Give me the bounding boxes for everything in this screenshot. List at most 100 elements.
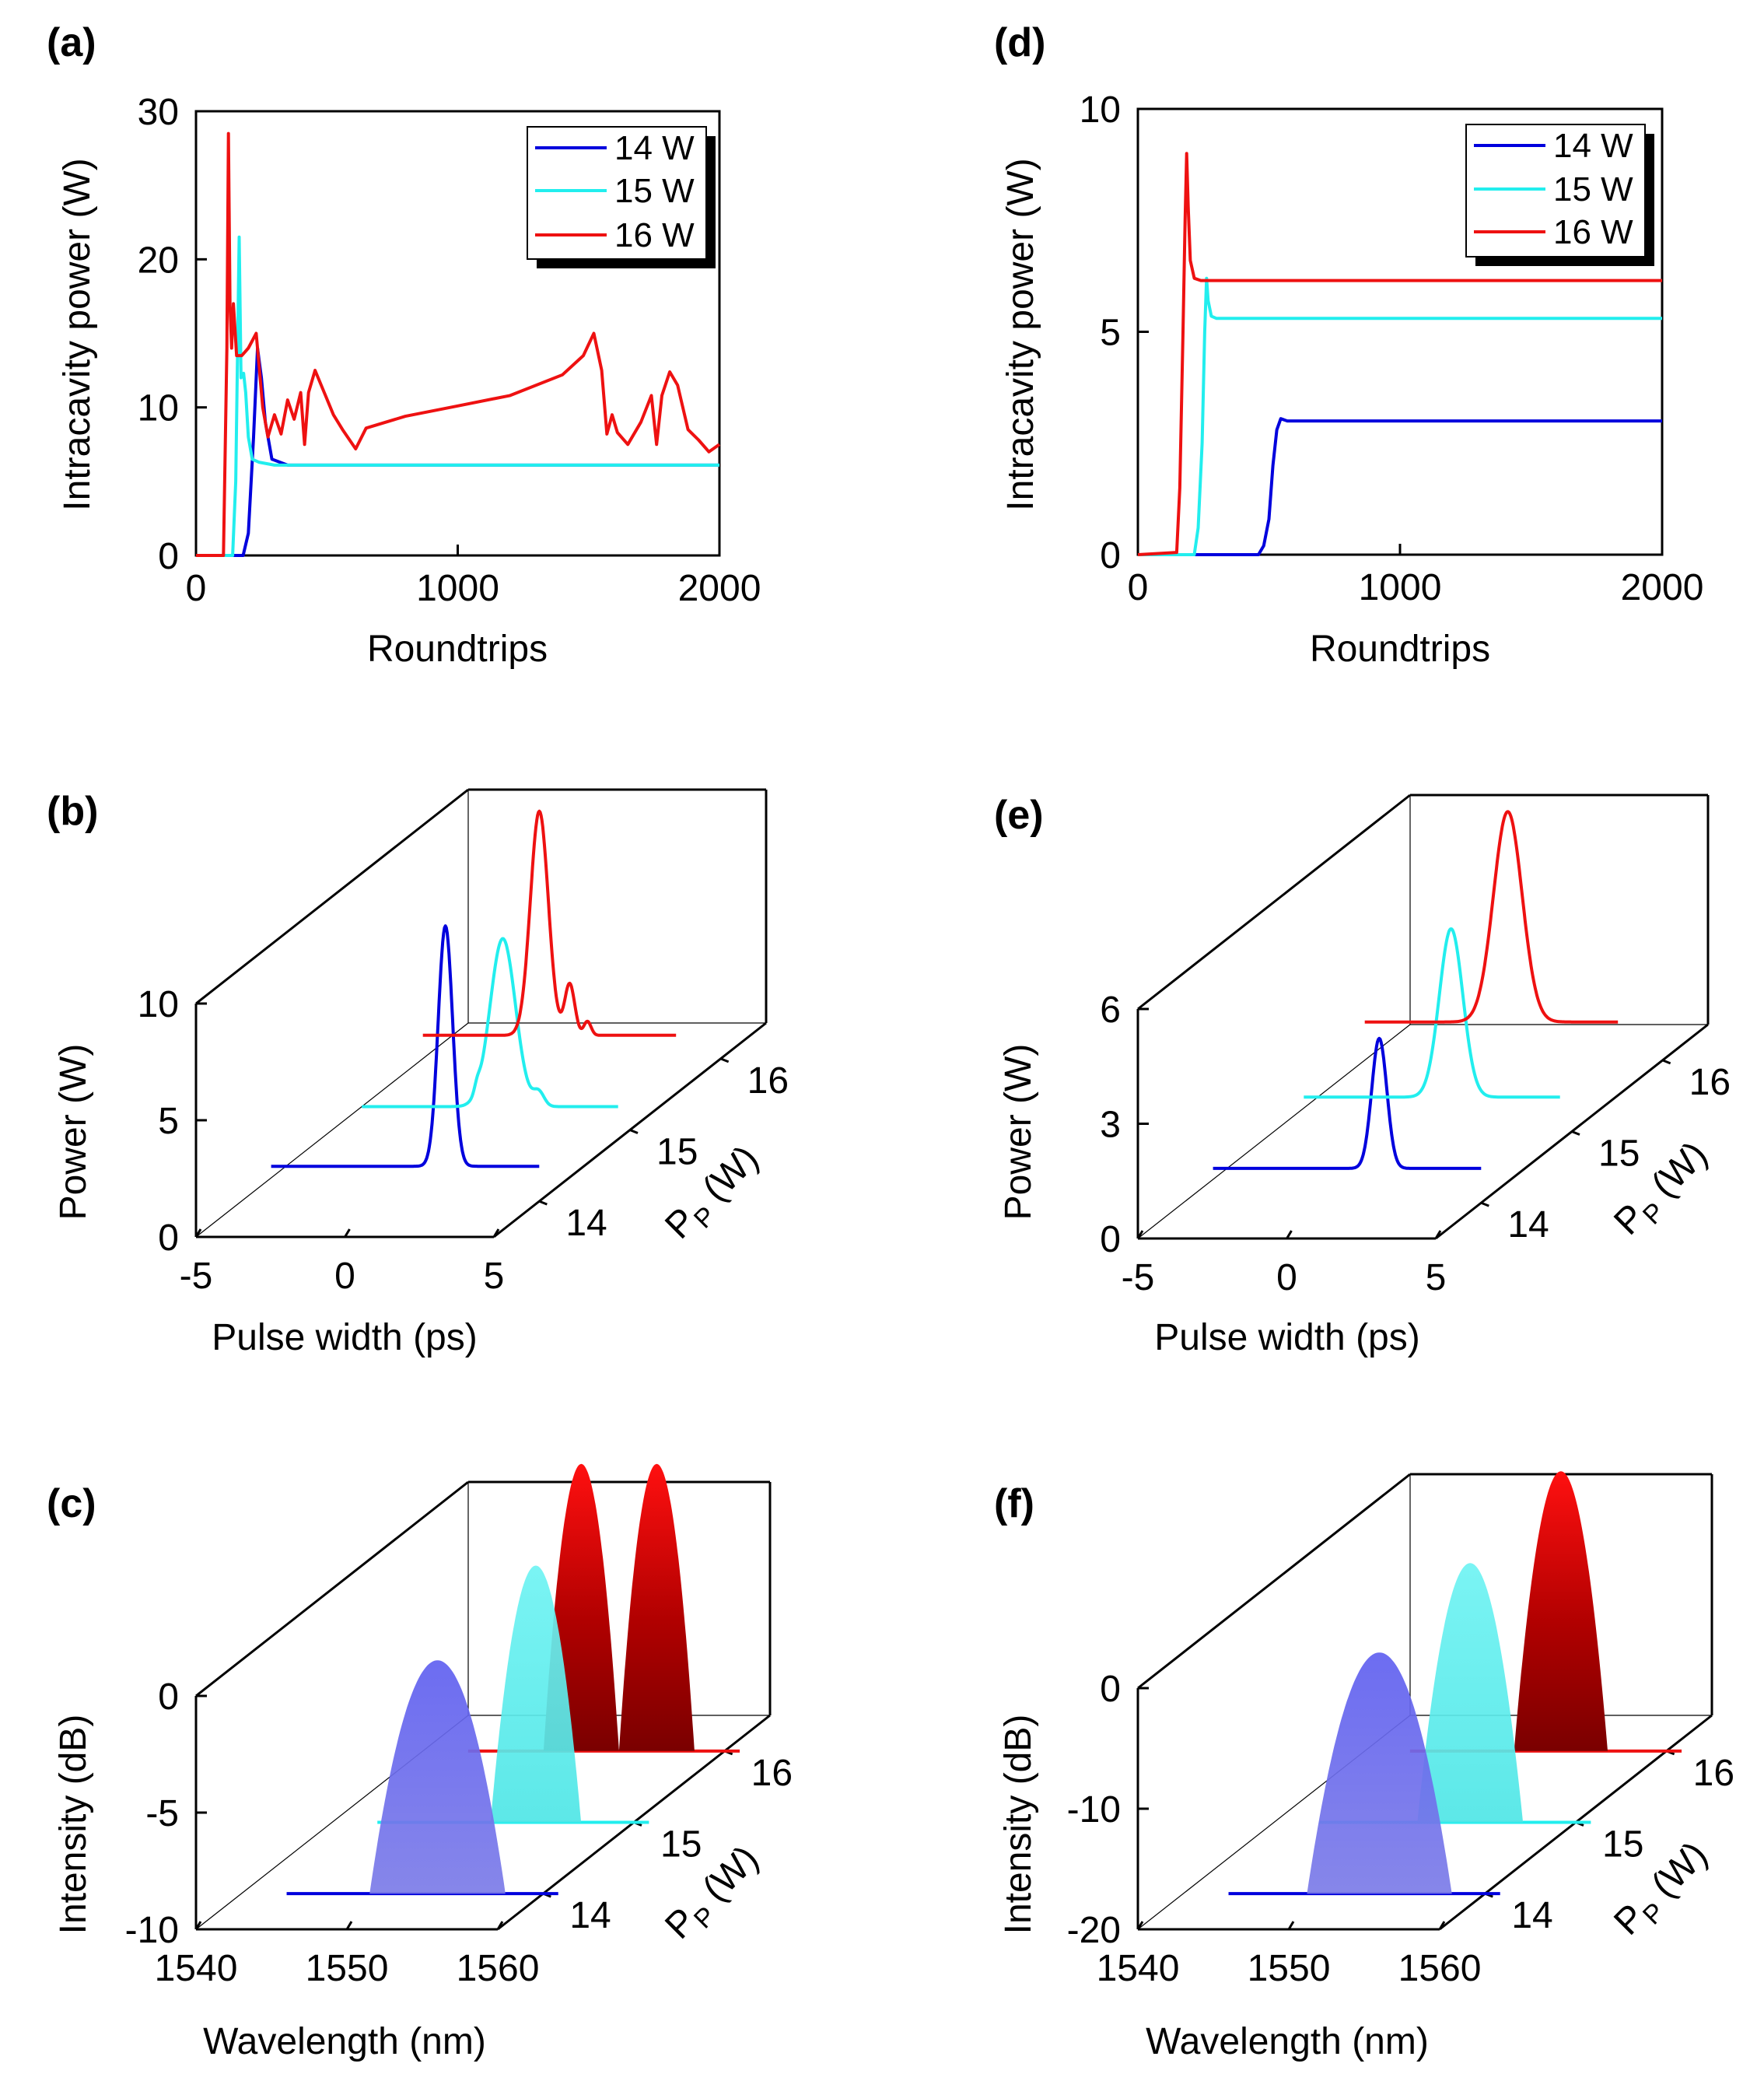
z-tick-label: 15 xyxy=(660,1824,702,1866)
y-tick-label: 3 xyxy=(1100,1105,1121,1146)
legend-label-16w: 16 W xyxy=(1553,213,1633,251)
x-tick-label: 1560 xyxy=(457,1948,540,1989)
z-tick-label: 16 xyxy=(751,1753,793,1794)
y-tick-label: 0 xyxy=(1100,1669,1121,1710)
panel-f: (f) 1540 1550 1560 -20 -10 0 14 15 16 Wavelength… xyxy=(994,1471,1734,2062)
x-tick-label: 0 xyxy=(334,1256,355,1297)
series-line-15w xyxy=(1138,276,1662,556)
x-tick-label: 0 xyxy=(1276,1257,1297,1298)
legend-label-15w: 15 W xyxy=(1553,170,1633,208)
panel-e-ylabel: Power (W) xyxy=(998,1044,1039,1221)
panel-d-xlabel: Roundtrips xyxy=(1310,629,1490,670)
panel-b-lines xyxy=(270,809,677,1168)
panel-e-label: (e) xyxy=(994,793,1044,838)
spectrum-lobe-15w-0 xyxy=(1417,1563,1524,1823)
x-tick-label: 1000 xyxy=(1359,567,1442,608)
panel-d-lines xyxy=(1137,152,1662,556)
legend-label-14w: 14 W xyxy=(614,129,695,167)
x-tick-label: -5 xyxy=(1122,1257,1155,1298)
pulse-line-16w xyxy=(422,809,677,1037)
z-tick-label: 14 xyxy=(569,1895,611,1936)
panel-e-xlabel: Pulse width (ps) xyxy=(1154,1317,1419,1358)
y-tick-label: 5 xyxy=(1100,313,1121,354)
legend-label-14w: 14 W xyxy=(1553,127,1633,165)
z-tick-label: 14 xyxy=(1511,1895,1552,1936)
y-tick-label: 0 xyxy=(158,536,179,577)
panel-c-xlabel: Wavelength (nm) xyxy=(203,2021,486,2062)
panel-a-lines xyxy=(196,131,721,557)
panel-b-xlabel: Pulse width (ps) xyxy=(212,1317,477,1358)
panel-c-ylabel: Intensity (dB) xyxy=(53,1715,94,1935)
panel-d-ticks: 0 1000 2000 0 5 10 xyxy=(1080,89,1704,608)
pulse-line-15w xyxy=(1303,927,1561,1099)
x-tick-label: 1540 xyxy=(1097,1948,1180,1989)
z-tick-label: 15 xyxy=(656,1132,698,1173)
y-tick-label: 20 xyxy=(138,240,179,281)
panel-c-ticks: 1540 1550 1560 -10 -5 0 14 15 16 xyxy=(125,1676,793,1989)
panel-a-label: (a) xyxy=(47,20,96,65)
x-tick-label: 0 xyxy=(186,568,207,609)
y-tick-label: -5 xyxy=(145,1793,179,1834)
y-tick-label: 0 xyxy=(1100,535,1121,576)
x-tick-mark xyxy=(1434,1230,1442,1239)
x-tick-mark xyxy=(1438,1921,1446,1930)
panel-d: (d) 0 1000 2000 0 5 10 14 W 15 W 16 W Roundtr… xyxy=(994,20,1703,670)
panel-a-xlabel: Roundtrips xyxy=(367,629,548,670)
z-tick-label: 15 xyxy=(1598,1133,1640,1175)
panel-f-xlabel: Wavelength (nm) xyxy=(1146,2021,1429,2062)
y-tick-label: 10 xyxy=(1080,89,1121,131)
series-line-14w xyxy=(196,346,719,557)
x-tick-label: 1560 xyxy=(1398,1948,1482,1989)
y-tick-label: 10 xyxy=(138,984,179,1025)
z-tick-mark xyxy=(538,1200,548,1206)
x-tick-label: 1550 xyxy=(1248,1948,1331,1989)
z-tick-label: 16 xyxy=(747,1060,789,1102)
pulse-line-16w xyxy=(1363,810,1619,1024)
y-tick-label: 6 xyxy=(1100,990,1121,1031)
panel-f-ylabel: Intensity (dB) xyxy=(998,1715,1039,1935)
x-tick-mark xyxy=(1286,1230,1293,1239)
panel-c: (c) 1540 1550 1560 -10 -5 0 14 15 16 Wavelength … xyxy=(47,1463,793,2062)
x-tick-label: 5 xyxy=(484,1256,505,1297)
panel-a-legend: 14 W 15 W 16 W xyxy=(527,126,716,268)
x-tick-mark xyxy=(194,1228,202,1238)
z-tick-label: 14 xyxy=(565,1203,607,1244)
panel-a-ylabel: Intracavity power (W) xyxy=(57,158,98,510)
legend-label-16w: 16 W xyxy=(614,216,695,254)
panel-c-label: (c) xyxy=(47,1481,96,1526)
panel-d-label: (d) xyxy=(994,20,1045,65)
x-tick-mark xyxy=(344,1228,351,1238)
panel-d-ylabel: Intracavity power (W) xyxy=(1000,158,1041,510)
panel-c-lines xyxy=(286,1463,740,1896)
z-tick-mark xyxy=(1480,1201,1489,1207)
z-tick-label: 15 xyxy=(1602,1824,1643,1866)
spectrum-lobe-15w-0 xyxy=(490,1565,582,1823)
x-tick-mark xyxy=(1136,1921,1144,1930)
x-tick-label: 5 xyxy=(1426,1257,1447,1298)
panel-b-ylabel: Power (W) xyxy=(53,1044,94,1221)
legend-label-15w: 15 W xyxy=(614,172,695,210)
x-tick-label: 2000 xyxy=(1621,567,1704,608)
z-tick-mark xyxy=(1571,1130,1580,1136)
spectrum-lobe-16w-0 xyxy=(1514,1471,1608,1751)
y-tick-label: -10 xyxy=(1067,1789,1121,1830)
y-tick-label: 0 xyxy=(1100,1219,1121,1260)
x-tick-label: 2000 xyxy=(678,568,761,609)
x-tick-mark xyxy=(194,1921,202,1930)
series-line-16w xyxy=(1137,152,1662,556)
x-tick-mark xyxy=(1136,1230,1144,1239)
y-tick-label: -20 xyxy=(1067,1910,1121,1951)
panel-a: (a) 0 1000 2000 0 10 20 30 14 W 15 W 16 W Roun… xyxy=(47,20,761,670)
y-tick-label: 0 xyxy=(158,1217,179,1259)
x-tick-label: 1000 xyxy=(416,568,499,609)
panel-d-legend: 14 W 15 W 16 W xyxy=(1465,124,1654,266)
series-line-15w xyxy=(196,235,719,557)
y-tick-label: 0 xyxy=(158,1676,179,1718)
spectrum-lobe-16w-1 xyxy=(618,1463,695,1751)
y-tick-label: -10 xyxy=(125,1910,179,1951)
spectrum-lobe-14w-0 xyxy=(369,1660,506,1894)
